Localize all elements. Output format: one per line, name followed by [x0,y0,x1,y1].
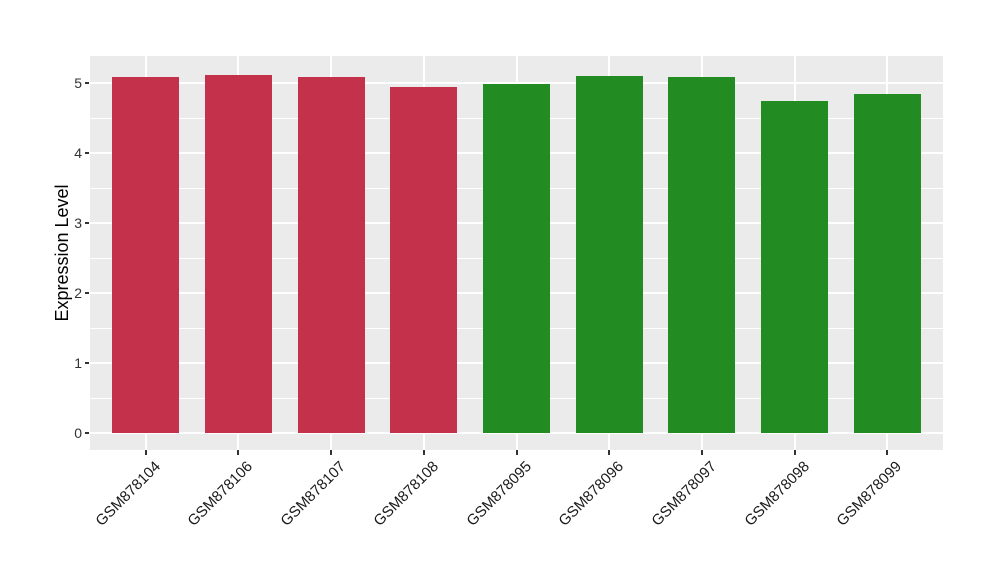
plot-panel [90,56,943,450]
y-tick-mark [85,362,89,364]
bar-GSM878104 [112,76,180,433]
bar-GSM878096 [575,76,643,433]
x-tick-mark [608,450,611,455]
y-tick-mark [85,222,89,224]
y-tick-mark [85,432,89,434]
x-tick-mark [144,450,147,455]
y-tick-mark [85,152,89,154]
x-tick-mark [422,450,425,455]
x-tick-mark [237,450,240,455]
y-tick-label-5: 5 [74,75,82,91]
x-tick-mark [793,450,796,455]
bar-GSM878107 [297,77,365,433]
y-tick-mark [85,82,89,84]
y-tick-label-0: 0 [74,425,82,441]
bar-GSM878106 [204,74,272,433]
y-tick-mark [85,292,89,294]
y-tick-label-1: 1 [74,355,82,371]
y-tick-label-2: 2 [74,285,82,301]
x-tick-mark [886,450,889,455]
y-tick-label-4: 4 [74,145,82,161]
bar-GSM878098 [761,101,829,433]
y-axis-title: Expression Level [52,184,72,322]
bar-GSM878099 [853,94,921,433]
x-tick-mark [330,450,333,455]
bar-GSM878095 [483,84,550,433]
x-tick-mark [700,450,703,455]
bar-GSM878108 [390,87,458,433]
bar-GSM878097 [668,77,736,433]
x-tick-mark [515,450,518,455]
y-tick-label-3: 3 [74,215,82,231]
